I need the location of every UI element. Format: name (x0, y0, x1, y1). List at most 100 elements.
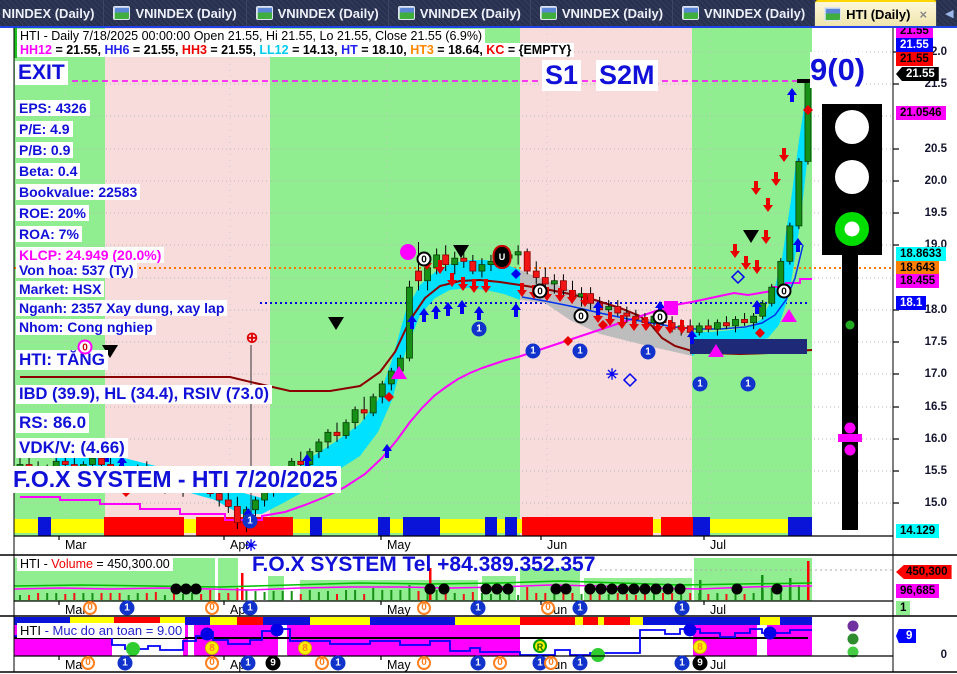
signal-marker-1: 1 (242, 513, 258, 529)
safety-axis-signal-1: 1 (117, 655, 133, 671)
month-label: Jun (547, 538, 568, 552)
signal-marker-1: 1 (471, 321, 487, 337)
volume-axis-signal-0: 0 (541, 601, 555, 615)
price-axis-label: 16.5 (924, 401, 947, 413)
safety-r-marker: R (533, 639, 547, 653)
indicator-segment: = {EMPTY} (507, 43, 572, 57)
safety-axis-signal-0: 0 (205, 656, 219, 670)
signal-marker-0: 0 (416, 251, 432, 267)
signal-marker-1: 1 (525, 343, 541, 359)
volume-axis-signal-1: 1 (242, 600, 258, 616)
stat-line: Von hoa: 537 (Ty) (16, 262, 137, 278)
signal-s2m-label: S2M (596, 60, 658, 91)
signal-marker-0: 0 (573, 308, 589, 324)
tab-label: VNINDEX (Daily) (135, 5, 237, 21)
safety-tag: 9 (896, 629, 917, 643)
chart-title: HTI - Daily 7/18/2025 00:00:00 Open 21.5… (17, 29, 486, 43)
month-label: Apr (230, 538, 250, 552)
stat-klcp: KLCP: 24.949 (20.0%) (16, 247, 165, 263)
tab-nav-controls: ◀▶≡ (937, 0, 957, 26)
count-label: 9(0) (810, 52, 866, 88)
indicator-segment: = 21.55, (210, 43, 260, 57)
tab-vnindex-daily[interactable]: VNINDEX (Daily) (247, 0, 389, 26)
month-label: Mar (65, 603, 87, 617)
safety-axis-signal-0: 0 (315, 656, 329, 670)
safety-title-segment: HTI (20, 623, 41, 638)
signal-marker-1: 1 (640, 344, 656, 360)
chart-thumbnail-icon (397, 6, 415, 20)
month-label: Ma (65, 658, 83, 672)
month-label: Jul (710, 603, 726, 617)
volume-title-segment: = 450,300.00 (92, 557, 170, 571)
price-tag: 21.55 (896, 52, 933, 66)
price-axis-label: 18.0 (924, 304, 947, 316)
stat-line: ROE: 20% (16, 205, 89, 221)
volume-axis-signal-1: 1 (674, 600, 690, 616)
volume-tag: 1 (896, 601, 911, 615)
safety-level8-marker: 8 (298, 641, 312, 655)
volume-title-segment: Volume (51, 557, 93, 571)
tab-vnindex-daily[interactable]: NINDEX (Daily) (0, 0, 105, 26)
stat-line: Market: HSX (16, 281, 105, 297)
rs-label: RS: 86.0 (16, 413, 90, 433)
safety-axis-signal-0: 0 (81, 656, 95, 670)
tab-vnindex-daily[interactable]: VNINDEX (Daily) (104, 0, 247, 26)
tab-hti-daily[interactable]: HTI (Daily) × (815, 0, 938, 26)
indicator-segment: = 21.55, (132, 43, 182, 57)
tab-vnindex-daily[interactable]: VNINDEX (Daily) (531, 0, 674, 26)
target-icon: ⊕ (245, 329, 259, 347)
indicator-readout: HH12 = 21.55, HH6 = 21.55, HH3 = 21.55, … (17, 43, 575, 57)
volume-title-segment: HTI - (20, 557, 52, 571)
price-tag: 21.55 (896, 67, 939, 81)
stat-line: Bookvalue: 22583 (16, 184, 141, 200)
signal-marker-0: 0 (776, 283, 792, 299)
indicator-segment: HT (341, 43, 362, 57)
price-axis-label: 17.0 (924, 368, 947, 380)
indicator-segment: KC (486, 43, 508, 57)
safety-axis-signal-1: 1 (532, 655, 548, 671)
tab-close-icon[interactable]: × (919, 6, 928, 22)
exit-signal-label: EXIT (15, 61, 68, 85)
price-axis-label: 15.5 (924, 465, 947, 477)
tab-label: VNINDEX (Daily) (561, 5, 664, 21)
month-label: Mar (65, 538, 87, 552)
chart-thumbnail-icon (682, 6, 700, 20)
safety-axis-signal-9: 9 (265, 655, 281, 671)
stat-line: P/E: 4.9 (16, 121, 73, 137)
chart-thumbnail-icon (255, 6, 273, 20)
month-label: May (387, 603, 411, 617)
volume-axis-signal-0: 0 (205, 601, 219, 615)
tab-scroll-left-icon[interactable]: ◀ (945, 7, 954, 20)
price-tag: 18.1 (896, 296, 927, 310)
price-axis-label: 17.5 (924, 336, 947, 348)
volume-title: HTI - Volume = 450,300.00 (17, 557, 173, 571)
safety-title: HTI - Muc do an toan = 9.00 (17, 623, 186, 638)
signal-marker-0: 0 (532, 283, 548, 299)
stat-line: EPS: 4326 (16, 100, 90, 116)
stat-line: ROA: 7% (16, 226, 82, 242)
indicator-segment: = 18.64, (437, 43, 487, 57)
stat-line: Nhom: Cong nghiep (16, 319, 156, 335)
tab-vnindex-daily[interactable]: VNINDEX (Daily) (389, 0, 531, 26)
tab-label: HTI (Daily) (846, 6, 911, 22)
price-tag: 18.8633 (896, 247, 946, 261)
indicator-segment: LL12 (259, 43, 293, 57)
indicator-segment: HH3 (181, 43, 211, 57)
volume-axis-signal-1: 1 (572, 600, 588, 616)
indicator-segment: = 14.13, (292, 43, 342, 57)
price-axis-label: 21.5 (924, 78, 947, 90)
signal-s1-label: S1 (542, 60, 582, 91)
tab-vnindex-daily[interactable]: VNINDEX (Daily) (673, 0, 816, 26)
tab-label: NINDEX (Daily) (2, 5, 95, 21)
chart-thumbnail-icon (539, 6, 557, 20)
price-tag: 18.455 (896, 274, 940, 288)
safety-axis-signal-0: 0 (417, 656, 431, 670)
safety-axis-signal-0: 0 (493, 656, 507, 670)
tab-label: VNINDEX (Daily) (704, 5, 806, 21)
price-tag: 21.55 (896, 38, 933, 52)
signal-marker-1: 1 (572, 343, 588, 359)
price-axis-label: 19.5 (924, 207, 947, 219)
chart-thumbnail-icon (113, 6, 131, 20)
